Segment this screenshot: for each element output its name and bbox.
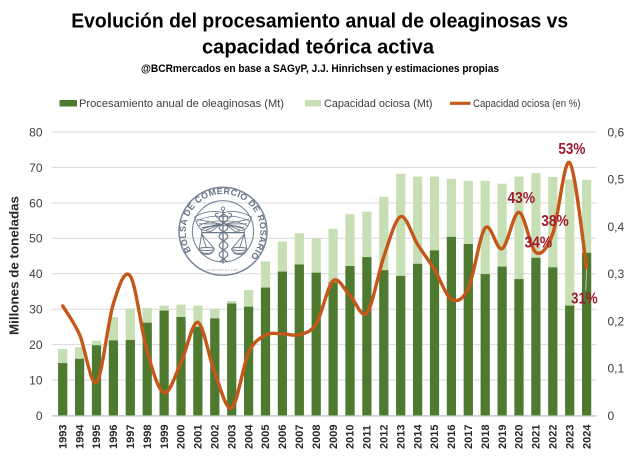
svg-text:2021: 2021 <box>531 425 543 449</box>
svg-text:Capacidad ociosa (Mt): Capacidad ociosa (Mt) <box>324 98 433 110</box>
svg-text:2014: 2014 <box>412 424 424 449</box>
svg-text:38%: 38% <box>541 213 569 230</box>
svg-text:0,6: 0,6 <box>608 125 625 139</box>
svg-text:50: 50 <box>29 232 43 246</box>
svg-text:2003: 2003 <box>226 425 238 449</box>
svg-text:53%: 53% <box>558 141 585 158</box>
svg-text:0: 0 <box>36 409 43 423</box>
svg-text:20: 20 <box>29 338 43 352</box>
svg-text:1996: 1996 <box>108 425 120 449</box>
svg-text:1997: 1997 <box>125 425 137 449</box>
svg-text:2020: 2020 <box>514 425 526 449</box>
svg-text:2022: 2022 <box>548 425 560 449</box>
svg-text:0,3: 0,3 <box>608 267 625 281</box>
svg-text:2005: 2005 <box>260 425 272 449</box>
svg-text:2016: 2016 <box>446 425 458 449</box>
svg-text:2000: 2000 <box>176 425 188 449</box>
svg-text:FUNDADA EN 1884: FUNDADA EN 1884 <box>207 268 238 272</box>
svg-text:2007: 2007 <box>294 425 306 449</box>
svg-text:2002: 2002 <box>210 425 222 449</box>
svg-text:34%: 34% <box>525 235 553 252</box>
svg-text:2013: 2013 <box>395 425 407 449</box>
svg-text:0: 0 <box>608 409 615 423</box>
svg-text:2015: 2015 <box>429 425 441 449</box>
svg-text:10: 10 <box>29 374 43 388</box>
svg-text:0,5: 0,5 <box>608 173 625 187</box>
svg-text:0,2: 0,2 <box>608 314 625 328</box>
svg-text:1995: 1995 <box>91 425 103 449</box>
svg-text:2010: 2010 <box>345 425 357 449</box>
svg-text:2009: 2009 <box>328 425 340 449</box>
svg-text:Millones de toneladas: Millones de toneladas <box>8 196 22 335</box>
svg-text:1999: 1999 <box>159 425 171 449</box>
svg-text:Capacidad ociosa (en %): Capacidad ociosa (en %) <box>473 98 581 110</box>
svg-text:2008: 2008 <box>311 425 323 449</box>
svg-text:2018: 2018 <box>480 425 492 449</box>
svg-text:2006: 2006 <box>277 425 289 449</box>
svg-text:0,4: 0,4 <box>608 220 625 234</box>
svg-text:40: 40 <box>29 267 43 281</box>
svg-text:60: 60 <box>29 196 43 210</box>
svg-text:2023: 2023 <box>564 425 576 449</box>
svg-text:43%: 43% <box>508 190 536 207</box>
svg-text:1993: 1993 <box>57 425 69 449</box>
svg-text:1998: 1998 <box>142 425 154 449</box>
svg-text:Procesamiento anual de oleagin: Procesamiento anual de oleaginosas (Mt) <box>79 98 284 110</box>
svg-text:2017: 2017 <box>463 425 475 449</box>
svg-text:1994: 1994 <box>74 424 86 449</box>
svg-text:@BCRmercados en base a SAGyP,: @BCRmercados en base a SAGyP, J.J. Hinri… <box>141 63 499 75</box>
svg-text:2001: 2001 <box>193 425 205 449</box>
svg-text:2019: 2019 <box>497 425 509 449</box>
svg-text:80: 80 <box>29 125 43 139</box>
svg-text:31%: 31% <box>571 291 598 308</box>
svg-text:0,1: 0,1 <box>608 362 625 376</box>
svg-text:70: 70 <box>29 161 43 175</box>
svg-text:Evolución del procesamiento an: Evolución del procesamiento anual de ole… <box>71 10 568 33</box>
svg-text:2024: 2024 <box>581 424 593 449</box>
svg-text:2012: 2012 <box>379 425 391 449</box>
svg-text:2011: 2011 <box>362 425 374 449</box>
svg-text:30: 30 <box>29 303 43 317</box>
svg-text:capacidad teórica activa: capacidad teórica activa <box>202 35 435 58</box>
svg-text:2004: 2004 <box>243 424 255 449</box>
